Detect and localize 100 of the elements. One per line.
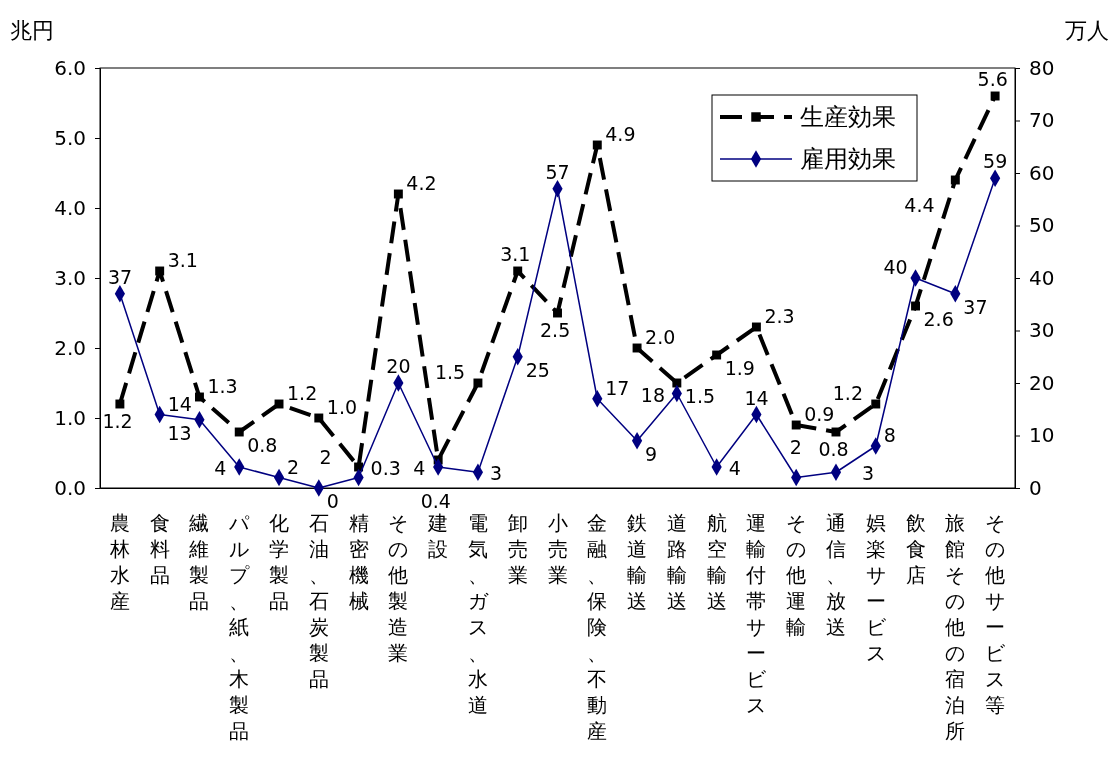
category-label: 金融、保険、不動産: [587, 511, 608, 743]
data-label: 37: [107, 265, 133, 288]
data-label: 1.2: [102, 410, 133, 432]
y-tick-label: 2.0: [54, 335, 86, 360]
data-label: 2.0: [645, 326, 676, 348]
data-label: 2: [287, 455, 300, 478]
data-label: 2.5: [540, 319, 571, 341]
data-label: 2.6: [923, 308, 954, 330]
point: [194, 392, 204, 402]
point: [592, 140, 602, 150]
point: [473, 378, 483, 388]
data-label: 1.9: [724, 357, 755, 379]
data-label: 4: [214, 457, 227, 479]
data-label: 25: [525, 358, 550, 381]
point: [751, 322, 761, 332]
data-label: 14: [744, 386, 769, 409]
point: [155, 266, 165, 276]
y-tick-label: 0.0: [54, 475, 86, 500]
x-tick-label: 建設: [427, 511, 449, 561]
x-tick-label: その他サービス等: [985, 511, 1007, 717]
point: [314, 413, 324, 423]
x-tick-label: 繊維製品: [188, 511, 210, 613]
data-label: 4: [728, 457, 741, 479]
x-tick-label: 食料品: [149, 511, 170, 587]
data-label: 2.3: [764, 305, 795, 327]
data-label: 0.8: [818, 438, 849, 460]
data-label: 14: [167, 392, 192, 415]
x-tick-label: 化学製品: [269, 511, 290, 613]
legend-label: 雇用効果: [800, 145, 896, 173]
data-label: 1.5: [434, 361, 466, 383]
data-label: 2: [319, 445, 332, 468]
y2-axis-title: 万人: [1065, 18, 1109, 43]
x-tick-label: 精密機械: [348, 511, 369, 613]
x-tick-label: 道路輸送: [666, 511, 687, 613]
x-tick-label: 娯楽サービス: [865, 511, 887, 665]
x-tick-label: 航空輸送: [706, 511, 727, 613]
x-tick-label: 鉄道輸送: [627, 511, 648, 613]
data-label: 59: [983, 150, 1008, 173]
data-label: 3: [489, 462, 503, 485]
point: [513, 266, 523, 276]
x-tick-label: 小売業: [547, 511, 568, 587]
data-label: 0: [326, 490, 339, 512]
y-tick-label: 3.0: [54, 265, 86, 290]
data-label: 0.4: [420, 490, 451, 512]
x-tick-label: 電気、ガス、水道: [467, 511, 489, 717]
data-label: 20: [386, 355, 411, 377]
x-tick-label: 飲食店: [905, 511, 926, 587]
data-label: 0.8: [247, 434, 278, 456]
data-label: 3.1: [500, 243, 531, 265]
data-label: 2: [789, 435, 802, 458]
y2-tick-label: 0: [1029, 475, 1042, 500]
y2-tick-label: 10: [1029, 423, 1055, 448]
x-tick-label: その他運輸: [786, 511, 807, 639]
y2-tick-label: 20: [1029, 370, 1055, 395]
x-tick-label: 石油、石炭製品: [308, 511, 329, 691]
point: [553, 308, 562, 318]
point: [911, 301, 921, 311]
y-tick-label: 6.0: [54, 55, 86, 80]
data-label: 13: [167, 421, 192, 444]
category-label: 旅館その他の宿泊所: [945, 511, 966, 743]
y-axis-title: 兆円: [10, 18, 54, 43]
point: [234, 427, 244, 437]
data-label: 1.2: [832, 382, 863, 404]
y2-tick-label: 50: [1029, 213, 1055, 238]
data-label: 40: [883, 256, 908, 278]
y-tick-label: 1.0: [54, 405, 86, 430]
point: [393, 189, 403, 199]
data-label: 18: [640, 383, 666, 406]
y2-tick-label: 80: [1029, 55, 1055, 80]
x-tick-label: その他製造業: [388, 511, 409, 665]
data-label: 17: [605, 376, 630, 399]
data-label: 0.9: [804, 403, 835, 425]
x-tick-label: 農林水産: [108, 511, 130, 613]
y2-tick-label: 40: [1029, 265, 1055, 290]
point: [115, 399, 125, 409]
legend-label: 生産効果: [800, 103, 896, 131]
data-label: 1.3: [207, 375, 238, 397]
data-label: 1.2: [287, 382, 318, 404]
y2-tick-label: 60: [1029, 160, 1055, 185]
point: [871, 399, 881, 409]
category-label: パルプ、紙、木製品: [229, 511, 250, 743]
data-label: 3.1: [167, 249, 198, 271]
data-label: 5.6: [977, 68, 1008, 90]
x-tick-label: 卸売業: [507, 511, 528, 587]
y-tick-label: 5.0: [54, 125, 86, 150]
data-label: 3: [861, 462, 875, 485]
data-label: 1.0: [326, 396, 358, 418]
x-tick-label: 運輸付帯サービス: [745, 511, 768, 717]
point: [712, 350, 722, 360]
y-tick-label: 4.0: [54, 195, 86, 220]
point: [791, 420, 801, 430]
point: [950, 175, 960, 185]
data-label: 4.9: [605, 123, 636, 145]
point: [990, 91, 1000, 101]
data-label: 4: [413, 457, 426, 479]
y2-tick-label: 70: [1029, 108, 1055, 133]
data-label: 4.4: [904, 194, 935, 216]
data-label: 0.3: [370, 457, 401, 479]
data-label: 37: [963, 295, 988, 318]
data-label: 1.5: [684, 385, 716, 407]
